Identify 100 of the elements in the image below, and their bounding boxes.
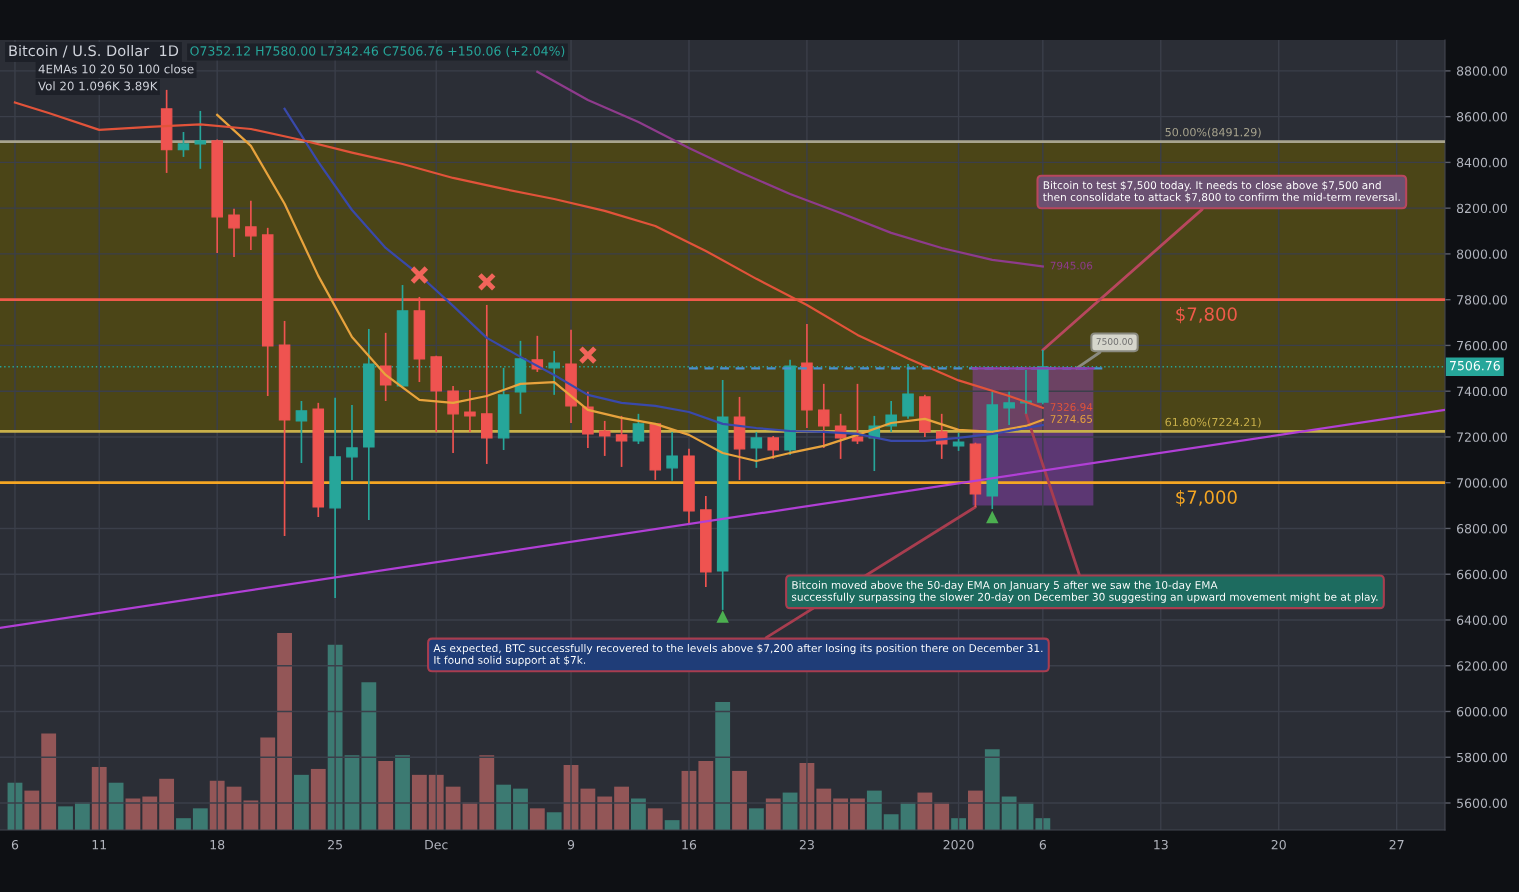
bar — [361, 682, 377, 830]
y-tick-label: 5600.00 — [1457, 798, 1507, 808]
x-tick-label: 11 — [92, 840, 107, 850]
bar — [850, 798, 865, 830]
bar — [192, 808, 208, 830]
candlestick — [177, 131, 190, 158]
bar — [765, 798, 781, 830]
x-tick-label: 9 — [567, 839, 575, 850]
y-tick-label: 5800.00 — [1457, 752, 1507, 763]
bar — [614, 786, 629, 830]
bar — [816, 788, 832, 830]
bar — [159, 778, 175, 830]
candlestick — [295, 400, 308, 464]
point — [410, 265, 429, 285]
point — [716, 610, 729, 623]
bar — [479, 755, 495, 830]
ref-line-label: 61.80%(7224.21) — [1165, 417, 1261, 428]
y-tick-label: 6600.00 — [1456, 569, 1507, 580]
candlestick — [666, 431, 678, 482]
bar — [142, 796, 158, 830]
bar — [529, 808, 545, 830]
bar — [934, 802, 950, 830]
bar — [260, 737, 276, 830]
y-tick-label: 6800.00 — [1456, 523, 1507, 534]
bar — [176, 818, 191, 830]
candlestick — [1003, 391, 1015, 426]
line-series — [13, 101, 1044, 410]
data-label: 7274.65 — [1050, 415, 1092, 423]
bar — [294, 774, 309, 830]
bar — [647, 808, 663, 830]
bar — [277, 633, 292, 830]
candlestick — [245, 200, 257, 251]
bar — [698, 761, 714, 830]
x-tick-label: 6 — [11, 839, 19, 850]
bar — [24, 790, 40, 830]
ref-line-label: 7506.76 — [1450, 360, 1500, 371]
point — [986, 510, 999, 524]
bar — [833, 798, 849, 830]
x-tick-label: 27 — [1389, 839, 1404, 850]
annotation: Bitcoin to test $7,500 today. It needs to close above $7,500 and then consolidate to attack $7,800 to confirm the mid-term reversal. — [1043, 180, 1400, 203]
x-tick-label: 13 — [1154, 839, 1168, 850]
x-tick-label: 6 — [1039, 839, 1047, 850]
annotation: 4EMAs 10 20 50 100 close — [38, 64, 194, 74]
candlestick — [194, 110, 207, 170]
point — [477, 272, 497, 292]
annotation: Bitcoin moved above the 50-day EMA on January 5 after we saw the 10-day EMA successfully surpassing the slower 20-day on December 30 suggesting an upward movement might be at play. — [791, 580, 1378, 603]
y-tick-label: 6200.00 — [1456, 661, 1507, 671]
annotation: Vol 20 1.096K 3.89K — [38, 81, 158, 91]
annotation: As expected, BTC successfully recovered to the levels above $7,200 after losing its position there on December 31. It found solid support at $7k. — [433, 643, 1043, 666]
y-tick-label: 6000.00 — [1456, 706, 1507, 717]
bar — [748, 808, 764, 830]
bar — [344, 755, 360, 830]
y-tick-label: 6400.00 — [1456, 615, 1507, 625]
line-series — [536, 70, 1044, 268]
bar — [664, 820, 680, 830]
y-tick-label: 8000.00 — [1456, 249, 1507, 259]
bar — [496, 784, 512, 830]
candlestick — [750, 431, 763, 469]
bar — [715, 701, 731, 830]
candlestick — [346, 404, 358, 481]
x-tick-label: Dec — [425, 840, 448, 850]
candlestick — [228, 208, 240, 258]
data-label: 7326.94 — [1050, 403, 1093, 411]
bar — [917, 792, 933, 830]
y-tick-label: 7800.00 — [1457, 295, 1507, 305]
ref-line-label: 50.00%(8491.29) — [1165, 127, 1261, 138]
x-tick-label: 23 — [799, 839, 814, 850]
candlestick — [447, 385, 459, 454]
ref-line-label: $7,000 — [1176, 489, 1237, 507]
candlestick — [632, 413, 645, 445]
bar — [74, 802, 90, 830]
y-tick-label: 8800.00 — [1456, 66, 1507, 76]
y-tick-label: 7400.00 — [1457, 386, 1507, 397]
y-tick-label: 7600.00 — [1457, 340, 1507, 351]
bar — [546, 812, 562, 830]
y-tick-label: 8400.00 — [1456, 157, 1507, 168]
candlestick — [598, 420, 611, 457]
chart-subtitle: O7352.12 H7580.00 L7342.46 C7506.76 +150.06 (+2.04%) — [190, 45, 565, 58]
data-label: 7945.06 — [1050, 261, 1093, 270]
x-tick-label: 18 — [210, 839, 225, 850]
bar — [732, 770, 747, 830]
bar — [411, 774, 427, 830]
x-tick-label: 2020 — [943, 839, 974, 850]
ref-line-label: $7,800 — [1176, 306, 1237, 324]
candlestick — [952, 431, 965, 452]
bar — [866, 790, 882, 830]
y-tick-label: 8200.00 — [1456, 203, 1507, 214]
bar — [395, 755, 410, 830]
bar — [58, 806, 73, 830]
y-tick-label: 8600.00 — [1456, 112, 1507, 122]
candlestick — [767, 435, 780, 460]
x-tick-label: 16 — [682, 839, 697, 850]
y-tick-label: 7200.00 — [1457, 432, 1507, 442]
bar — [597, 796, 613, 830]
point — [578, 345, 598, 365]
bar — [41, 733, 57, 830]
bar — [1001, 796, 1017, 830]
y-tick-label: 7000.00 — [1457, 478, 1507, 488]
bar — [243, 800, 259, 830]
x-tick-label: 20 — [1271, 839, 1286, 850]
